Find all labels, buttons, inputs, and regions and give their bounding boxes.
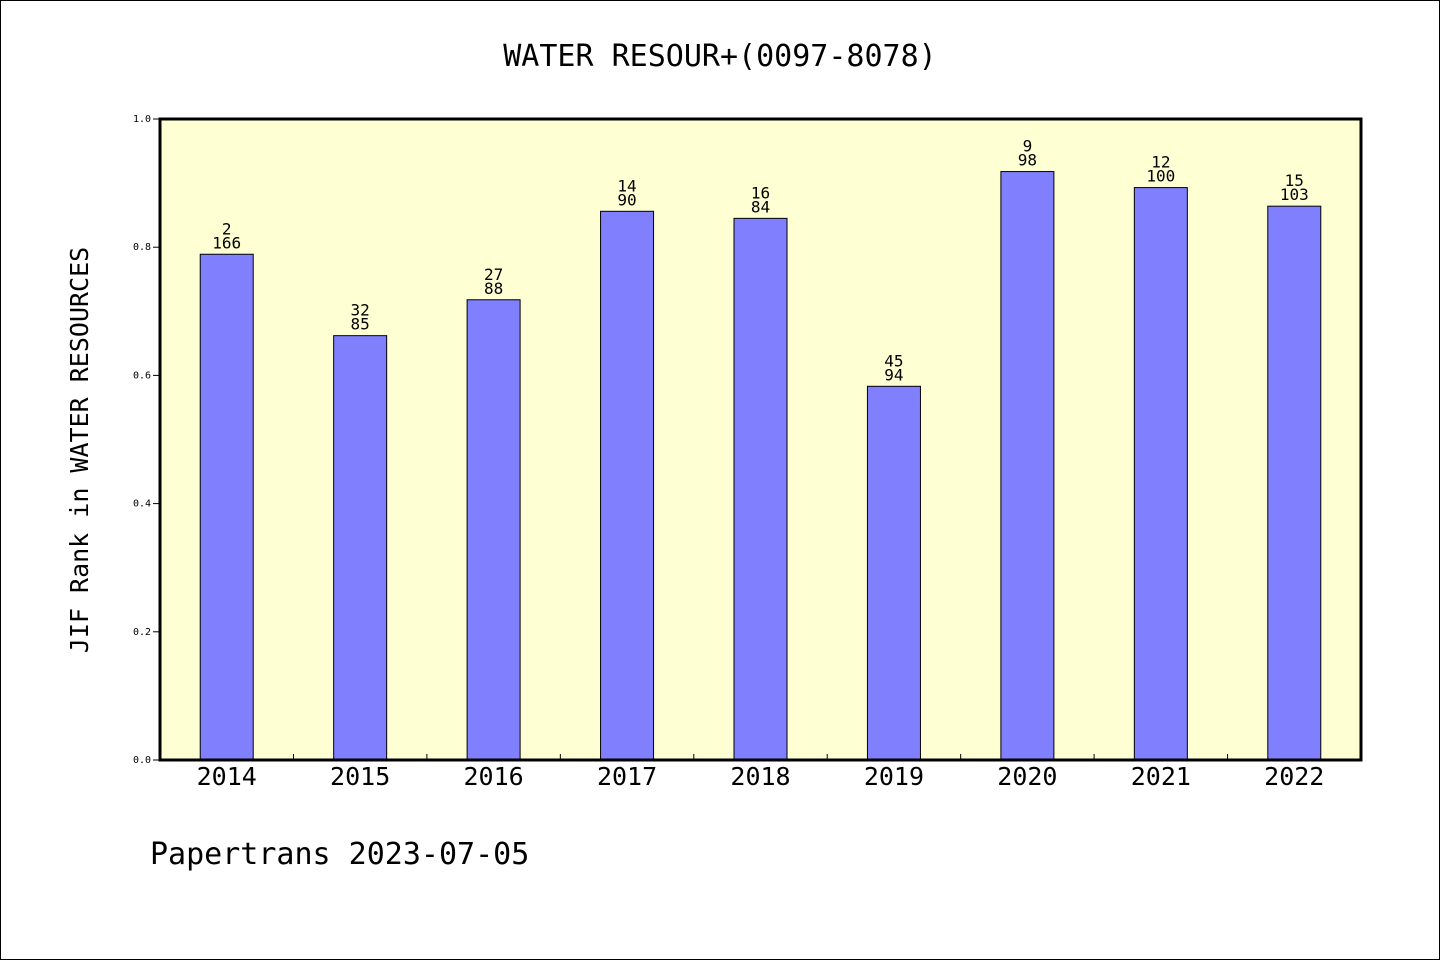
y-tick-label: 0.6 — [133, 370, 151, 381]
total-label: 100 — [1146, 167, 1175, 186]
x-tick-label: 2017 — [597, 762, 657, 791]
bar-2016 — [466, 299, 521, 761]
bars-group — [199, 171, 1322, 761]
total-label: 166 — [212, 233, 241, 252]
rank-label: 14 — [617, 176, 636, 195]
total-label: 103 — [1280, 185, 1309, 204]
x-tick-label: 2019 — [864, 762, 924, 791]
y-axis-ticks: 0.0 0.2 0.4 0.6 0.8 1.0 — [133, 114, 160, 766]
bar-2017 — [600, 210, 655, 761]
rank-label: 9 — [1023, 137, 1033, 156]
bar-2018 — [733, 217, 788, 761]
x-tick-label: 2015 — [330, 762, 390, 791]
footer-text: Papertrans 2023-07-05 — [150, 837, 529, 872]
x-tick-label: 2022 — [1264, 762, 1324, 791]
rank-label: 27 — [484, 265, 503, 284]
x-tick-label: 2014 — [197, 762, 257, 791]
x-axis-ticks: 2014 2015 2016 2017 2018 2019 2020 2021 2022 — [197, 754, 1324, 791]
total-label: 88 — [484, 279, 503, 298]
rank-label: 32 — [351, 301, 370, 320]
bar-2022 — [1267, 205, 1322, 761]
total-label: 90 — [617, 190, 636, 209]
total-label: 85 — [351, 315, 370, 334]
rank-label: 45 — [884, 351, 903, 370]
x-tick-label: 2016 — [464, 762, 524, 791]
total-label: 84 — [751, 197, 770, 216]
y-tick-label: 0.2 — [133, 627, 151, 638]
rank-label: 2 — [222, 219, 232, 238]
bar-2015 — [333, 335, 388, 761]
y-axis-label: JIF Rank in WATER RESOURCES — [65, 247, 94, 653]
rank-label: 12 — [1151, 153, 1170, 172]
x-tick-label: 2021 — [1131, 762, 1191, 791]
rank-label: 15 — [1285, 171, 1304, 190]
bar-2014 — [199, 253, 254, 761]
bar-2020 — [1000, 171, 1055, 761]
y-tick-label: 0.0 — [133, 755, 151, 766]
x-tick-label: 2018 — [730, 762, 790, 791]
x-tick-label: 2020 — [997, 762, 1057, 791]
total-label: 98 — [1018, 151, 1037, 170]
bar-2019 — [866, 385, 921, 761]
bar-2021 — [1133, 187, 1188, 761]
y-tick-label: 1.0 — [133, 114, 151, 125]
chart-title: WATER RESOUR+(0097-8078) — [503, 39, 936, 74]
total-label: 94 — [884, 365, 903, 384]
y-tick-label: 0.8 — [133, 242, 151, 253]
rank-label: 16 — [751, 183, 770, 202]
y-tick-label: 0.4 — [133, 499, 151, 510]
plot-border — [158, 117, 1363, 762]
